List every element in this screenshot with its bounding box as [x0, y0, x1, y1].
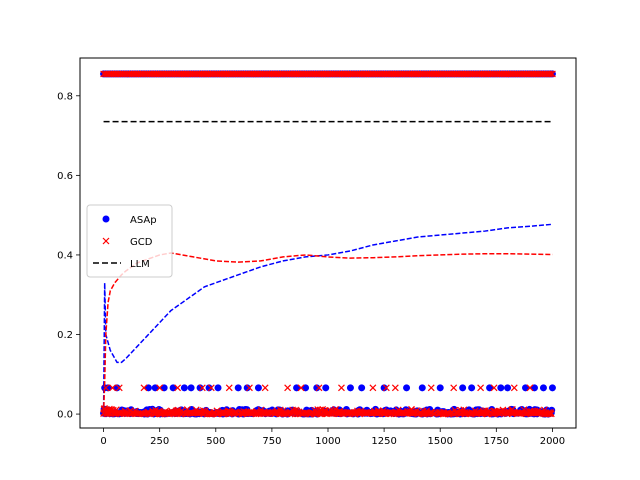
- gcd-point: [382, 384, 390, 392]
- gcd-point: [547, 410, 555, 418]
- x-tick-label: 250: [150, 436, 169, 447]
- asap-point: [205, 384, 213, 392]
- asap-point: [539, 384, 547, 392]
- asap-point: [468, 384, 476, 392]
- gcd-point: [198, 384, 206, 392]
- x-tick-label: 0: [100, 436, 106, 447]
- asap-point: [113, 384, 121, 392]
- x-tick-label: 500: [206, 436, 225, 447]
- x-tick-label: 1750: [484, 436, 509, 447]
- asap-point: [459, 384, 467, 392]
- gcd-point: [526, 384, 534, 392]
- gcd-point: [284, 384, 292, 392]
- asap-point: [504, 384, 512, 392]
- asap-point: [346, 384, 354, 392]
- asap-point: [160, 384, 168, 392]
- ticks: 0 250 500 750 1000 1250 1500 1750 2000 0.0 0.2 0.4 0…: [57, 91, 565, 447]
- gcd-point: [549, 70, 556, 78]
- gcd-point: [225, 384, 233, 392]
- asap-point: [436, 384, 444, 392]
- asap-point: [302, 384, 310, 392]
- asap-point: [486, 384, 494, 392]
- y-tick-label: 0.2: [57, 330, 73, 341]
- asap-point: [497, 384, 505, 392]
- gcd-point: [315, 384, 323, 392]
- gcd-point: [207, 384, 215, 392]
- legend-box: [86, 204, 173, 278]
- asap-point: [403, 384, 411, 392]
- legend-asap-marker: [102, 215, 110, 223]
- legend-asap-label: ASAp: [130, 215, 157, 226]
- x-tick-label: 2000: [540, 436, 565, 447]
- legend-llm-label: LLM: [130, 259, 150, 270]
- gcd-point: [427, 384, 435, 392]
- gcd-point: [297, 384, 305, 392]
- gcd-point: [115, 384, 123, 392]
- y-tick-label: 0.4: [57, 250, 73, 261]
- asap-point: [169, 384, 177, 392]
- asap-point: [522, 384, 530, 392]
- asap-point: [104, 384, 112, 392]
- x-tick-label: 750: [262, 436, 281, 447]
- x-tick-label: 1250: [371, 436, 396, 447]
- gcd-point: [490, 384, 498, 392]
- gcd-point: [391, 384, 399, 392]
- asap-point: [313, 384, 321, 392]
- asap-point: [151, 384, 159, 392]
- asap-point: [358, 384, 366, 392]
- asap-point: [187, 384, 195, 392]
- legend-gcd-marker: [102, 237, 110, 245]
- gcd-point: [174, 384, 182, 392]
- gcd-point: [140, 384, 148, 392]
- gcd-point: [369, 384, 377, 392]
- gcd-point: [477, 384, 485, 392]
- gcd-point: [338, 384, 345, 392]
- gcd-point: [156, 384, 164, 392]
- asap-point: [234, 384, 242, 392]
- gcd-point: [103, 409, 111, 417]
- y-tick-label: 0.8: [57, 91, 73, 102]
- asap-point: [180, 384, 188, 392]
- asap-point: [214, 384, 222, 392]
- gcd-point: [510, 384, 518, 392]
- gcd-point: [109, 384, 116, 392]
- asap-point: [322, 384, 330, 392]
- asap-point: [196, 384, 204, 392]
- asap-mean-line: [102, 223, 553, 415]
- asap-point: [243, 384, 251, 392]
- asap-point: [380, 384, 388, 392]
- asap-point: [530, 384, 538, 392]
- y-tick-label: 0.6: [57, 171, 73, 182]
- x-tick-label: 1500: [427, 436, 452, 447]
- x-tick-label: 1000: [315, 436, 340, 447]
- legend: ASAp GCD LLM: [86, 204, 173, 278]
- plot-area: [100, 70, 556, 418]
- gcd-point: [450, 384, 458, 392]
- asap-point: [144, 384, 152, 392]
- y-tick-label: 0.0: [57, 410, 73, 421]
- gcd-point: [547, 70, 555, 78]
- gcd-point: [107, 407, 115, 415]
- asap-point: [418, 384, 426, 392]
- asap-point: [293, 384, 301, 392]
- asap-point: [548, 384, 556, 392]
- legend-gcd-label: GCD: [130, 237, 153, 248]
- gcd-point: [261, 384, 269, 392]
- gcd-point: [246, 384, 253, 392]
- asap-point: [254, 384, 262, 392]
